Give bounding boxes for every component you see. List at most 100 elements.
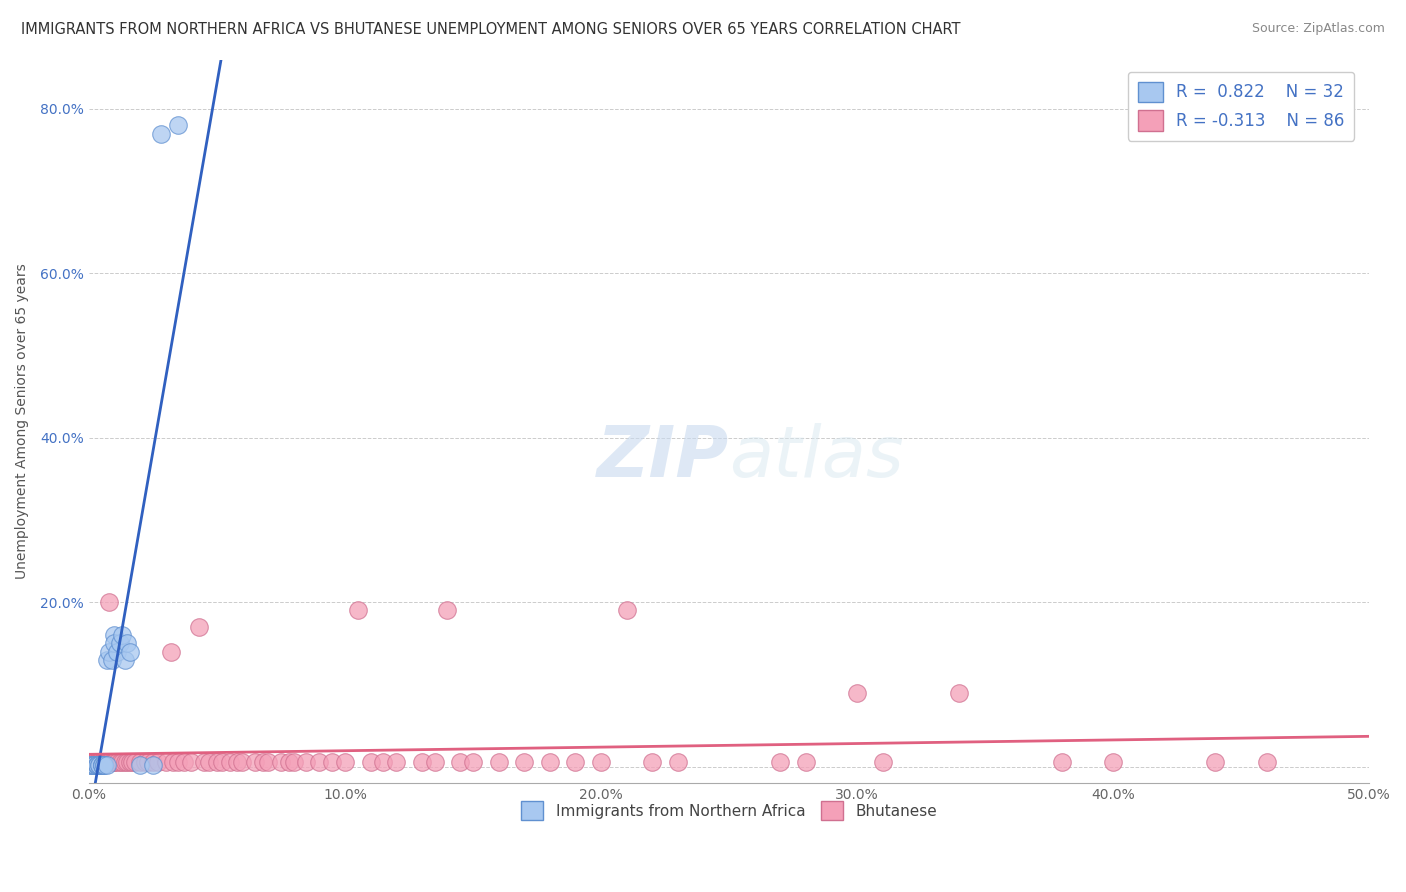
Point xyxy=(872,756,894,770)
Point xyxy=(111,756,134,770)
Point xyxy=(142,756,165,770)
Point xyxy=(103,636,125,650)
Point xyxy=(1205,756,1227,770)
Point xyxy=(149,127,172,141)
Point xyxy=(86,756,108,770)
Point xyxy=(321,756,343,770)
Point xyxy=(124,756,146,770)
Point xyxy=(87,758,110,772)
Point xyxy=(308,756,330,770)
Text: Source: ZipAtlas.com: Source: ZipAtlas.com xyxy=(1251,22,1385,36)
Point xyxy=(96,756,118,770)
Point xyxy=(167,756,190,770)
Point xyxy=(277,756,299,770)
Point xyxy=(90,756,112,770)
Point xyxy=(846,685,869,699)
Point xyxy=(87,756,110,770)
Point xyxy=(198,756,221,770)
Point xyxy=(83,756,105,770)
Point xyxy=(155,756,177,770)
Point xyxy=(449,756,471,770)
Point xyxy=(108,636,131,650)
Point xyxy=(114,653,136,667)
Point xyxy=(193,756,215,770)
Point xyxy=(90,758,112,772)
Point xyxy=(360,756,382,770)
Point xyxy=(173,756,195,770)
Point xyxy=(167,119,190,133)
Point xyxy=(98,644,121,658)
Point xyxy=(80,758,103,772)
Point xyxy=(90,758,112,772)
Point xyxy=(103,756,125,770)
Point xyxy=(1050,756,1073,770)
Point xyxy=(105,756,128,770)
Point xyxy=(373,756,395,770)
Point xyxy=(93,758,115,772)
Point xyxy=(245,756,267,770)
Point xyxy=(83,758,105,772)
Point xyxy=(666,756,689,770)
Point xyxy=(641,756,664,770)
Point xyxy=(121,756,143,770)
Point xyxy=(538,756,561,770)
Point xyxy=(411,756,433,770)
Point xyxy=(1256,756,1278,770)
Point xyxy=(270,756,292,770)
Point xyxy=(86,758,108,772)
Point xyxy=(90,756,112,770)
Point xyxy=(226,756,249,770)
Point xyxy=(86,756,108,770)
Point xyxy=(129,756,152,770)
Point xyxy=(436,603,458,617)
Point xyxy=(129,758,152,772)
Point xyxy=(142,758,165,772)
Text: IMMIGRANTS FROM NORTHERN AFRICA VS BHUTANESE UNEMPLOYMENT AMONG SENIORS OVER 65 : IMMIGRANTS FROM NORTHERN AFRICA VS BHUTA… xyxy=(21,22,960,37)
Point xyxy=(117,756,139,770)
Point xyxy=(87,756,110,770)
Point xyxy=(80,756,103,770)
Point xyxy=(96,758,118,772)
Point xyxy=(80,756,103,770)
Point xyxy=(257,756,280,770)
Point xyxy=(101,653,124,667)
Point xyxy=(295,756,318,770)
Point xyxy=(346,603,368,617)
Point xyxy=(794,756,817,770)
Point xyxy=(83,758,105,772)
Point xyxy=(108,756,131,770)
Point xyxy=(118,644,141,658)
Text: ZIP: ZIP xyxy=(596,423,728,492)
Point xyxy=(188,620,211,634)
Point xyxy=(564,756,586,770)
Point xyxy=(90,758,112,772)
Point xyxy=(86,758,108,772)
Point xyxy=(333,756,356,770)
Point xyxy=(948,685,970,699)
Point xyxy=(283,756,305,770)
Point xyxy=(134,756,156,770)
Point xyxy=(114,756,136,770)
Point xyxy=(1102,756,1125,770)
Legend: Immigrants from Northern Africa, Bhutanese: Immigrants from Northern Africa, Bhutane… xyxy=(515,795,943,826)
Point xyxy=(117,636,139,650)
Point xyxy=(90,756,112,770)
Point xyxy=(461,756,484,770)
Point xyxy=(769,756,792,770)
Point xyxy=(86,756,108,770)
Point xyxy=(93,756,115,770)
Point xyxy=(513,756,536,770)
Point xyxy=(159,644,181,658)
Point xyxy=(488,756,510,770)
Point xyxy=(96,653,118,667)
Point xyxy=(616,603,638,617)
Point xyxy=(218,756,240,770)
Point xyxy=(93,756,115,770)
Point xyxy=(162,756,184,770)
Point xyxy=(90,756,112,770)
Point xyxy=(146,756,169,770)
Point xyxy=(118,756,141,770)
Point xyxy=(83,756,105,770)
Point xyxy=(105,644,128,658)
Point xyxy=(98,756,121,770)
